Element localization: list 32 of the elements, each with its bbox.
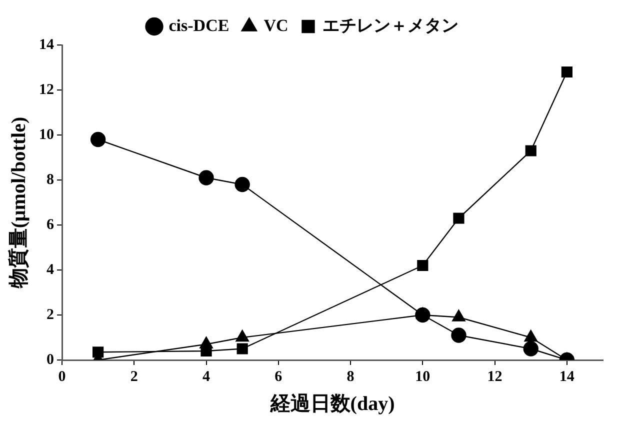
x-tick-label: 2 [130, 368, 138, 385]
point [561, 66, 572, 78]
point [198, 170, 214, 186]
point [90, 132, 106, 148]
point [236, 343, 248, 354]
x-tick-label: 4 [202, 368, 211, 385]
x-tick-label: 10 [415, 368, 430, 385]
y-tick-label: 10 [39, 126, 54, 143]
point [415, 307, 430, 323]
y-tick-label: 8 [46, 172, 54, 188]
x-tick-label: 12 [487, 368, 502, 385]
y-tick-label: 14 [39, 36, 54, 53]
x-tick-label: 6 [274, 368, 283, 385]
x-tick-label: 14 [559, 368, 575, 385]
x-tick-label: 8 [346, 368, 354, 385]
x-tick-label: 0 [58, 368, 66, 385]
legend-label: VC [264, 16, 288, 35]
y-axis-title: 物質量(μmol/bottle) [7, 116, 30, 290]
legend-label: cis-DCE [168, 16, 230, 35]
y-tick-label: 12 [39, 82, 54, 98]
legend-label: エチレン＋メタン [322, 16, 459, 35]
y-tick-label: 0 [46, 352, 54, 368]
point [523, 341, 538, 356]
point [234, 176, 250, 192]
point [417, 260, 428, 272]
x-axis-title: 経過日数(day) [269, 393, 395, 416]
point [525, 145, 536, 156]
y-tick-label: 2 [46, 306, 54, 323]
point [451, 328, 466, 343]
point [453, 212, 464, 224]
y-tick-label: 6 [46, 216, 54, 233]
y-tick-label: 4 [46, 262, 54, 278]
